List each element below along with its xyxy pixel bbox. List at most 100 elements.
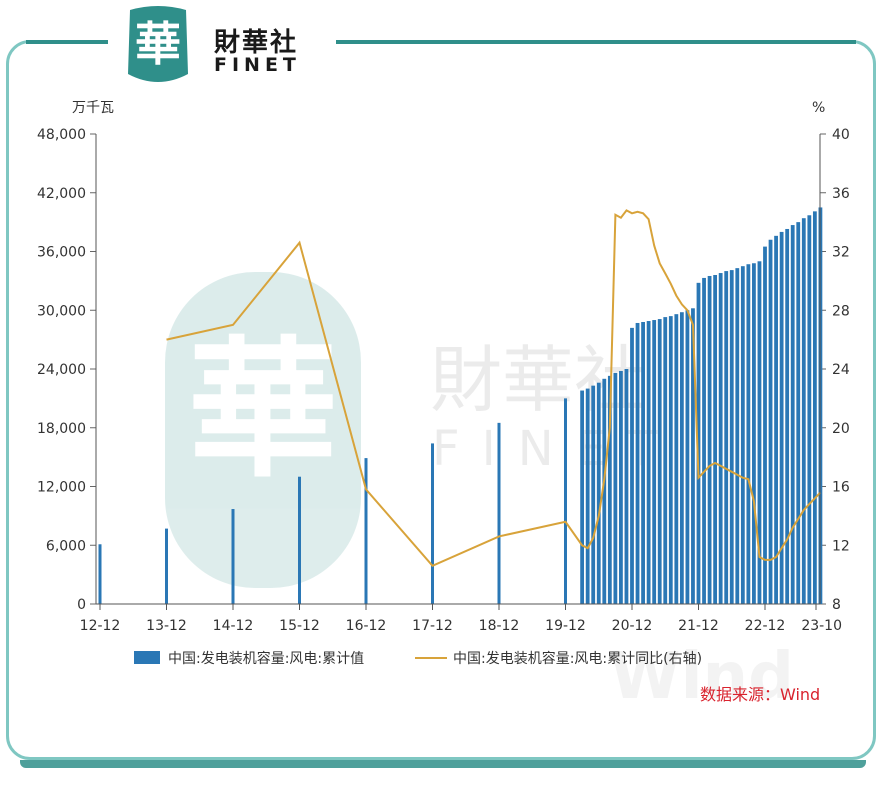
y-right-tick-label: 24 (832, 362, 850, 378)
bar (497, 422, 501, 604)
bar (641, 322, 645, 604)
bar (668, 316, 673, 604)
bar (619, 370, 623, 604)
bar (807, 215, 812, 605)
y-left-tick-label: 48,000 (37, 127, 86, 143)
x-tick-label: 13-12 (146, 618, 187, 634)
y-right-tick-label: 40 (832, 127, 850, 143)
y-left-tick-label: 30,000 (37, 303, 86, 319)
y-right-tick-label: 32 (832, 245, 850, 261)
finet-seal-logo: 華 (128, 6, 188, 82)
bar (657, 319, 662, 604)
x-tick-label: 16-12 (346, 618, 387, 634)
bar (165, 528, 168, 604)
source-note: 数据来源：Wind (700, 685, 820, 704)
bar (796, 222, 801, 604)
y-left-tick-label: 0 (77, 597, 86, 613)
bar (630, 327, 634, 604)
x-tick-label: 12-12 (80, 618, 121, 634)
y-right-tick-label: 12 (832, 538, 850, 554)
x-tick-label: 19-12 (545, 618, 586, 634)
header-rule-left (26, 40, 108, 44)
bar (685, 310, 690, 604)
bar (707, 275, 712, 604)
bar (768, 239, 773, 604)
bar (724, 271, 729, 604)
y-left-tick-label: 42,000 (37, 186, 86, 202)
y-right-tick-label: 36 (832, 186, 850, 202)
bar (812, 211, 817, 604)
bar (746, 264, 751, 604)
bar (564, 398, 567, 604)
header-rule-right (336, 40, 856, 44)
y-right-tick-label: 28 (832, 303, 850, 319)
x-tick-label: 17-12 (412, 618, 453, 634)
x-tick-label: 15-12 (279, 618, 320, 634)
watermark-wind: Wind (610, 640, 794, 714)
bar (735, 268, 740, 604)
x-tick-label: 23-10 (801, 618, 842, 634)
bar (663, 317, 668, 604)
x-tick-label: 20-12 (612, 618, 653, 634)
seal-char: 華 (135, 17, 181, 71)
y-right-tick-label: 8 (832, 597, 841, 613)
y-left-unit: 万千瓦 (72, 100, 114, 116)
axes (95, 134, 821, 605)
watermark: 華 財華社 FINET Wind (165, 272, 794, 714)
y-right-tick-label: 20 (832, 421, 850, 437)
bar (652, 320, 657, 604)
y-right-tick-label: 16 (832, 480, 850, 496)
bar (607, 375, 612, 604)
bar (752, 263, 756, 604)
bar (774, 235, 778, 605)
bar-series (98, 207, 823, 605)
x-tick-label: 22-12 (745, 618, 786, 634)
y-left-tick-label: 12,000 (37, 480, 86, 496)
y-right-tick-labels: 40 36 32 28 24 20 16 12 8 (820, 127, 850, 613)
bar (596, 382, 601, 604)
logo-name-en: FINET (214, 54, 301, 76)
bar (298, 476, 301, 604)
x-tick-label: 18-12 (479, 618, 520, 634)
y-left-tick-label: 18,000 (37, 421, 86, 437)
y-left-tick-labels: 48,000 42,000 36,000 30,000 24,000 18,000 12,0… (37, 127, 96, 613)
bar (702, 277, 706, 604)
bar (231, 509, 235, 604)
bar (580, 390, 585, 604)
bar (691, 308, 695, 604)
bar (718, 273, 723, 604)
bar (624, 369, 629, 604)
bar (602, 378, 607, 604)
bar (757, 261, 762, 604)
x-tick-label: 21-12 (678, 618, 719, 634)
bar (696, 282, 701, 604)
bar (801, 218, 806, 605)
bar (785, 228, 790, 604)
legend-bar-label: 中国:发电装机容量:风电:累计值 (168, 650, 364, 667)
bar (729, 270, 734, 604)
watermark-seal (165, 272, 361, 588)
bar (98, 544, 102, 604)
bar (779, 231, 784, 604)
bar (635, 322, 640, 604)
line-series-yoy (166, 209, 822, 568)
bar (790, 225, 795, 604)
x-tick-label: 14-12 (213, 618, 254, 634)
bar (713, 275, 718, 604)
bar (763, 246, 767, 604)
bar (679, 312, 684, 604)
bar (591, 385, 596, 604)
y-left-tick-label: 24,000 (37, 362, 86, 378)
y-right-unit: % (812, 100, 825, 116)
bar (431, 443, 434, 604)
legend-bar-swatch (134, 651, 160, 664)
y-left-tick-label: 6,000 (46, 538, 86, 554)
watermark-seal-char: 華 (188, 322, 338, 498)
bar (364, 458, 368, 604)
bar (740, 266, 745, 604)
y-left-tick-label: 36,000 (37, 245, 86, 261)
legend: 中国:发电装机容量:风电:累计值 中国:发电装机容量:风电:累计同比(右轴) (134, 650, 702, 667)
bar (585, 388, 590, 604)
bar (613, 372, 618, 604)
frame-bottom-band (20, 760, 866, 768)
